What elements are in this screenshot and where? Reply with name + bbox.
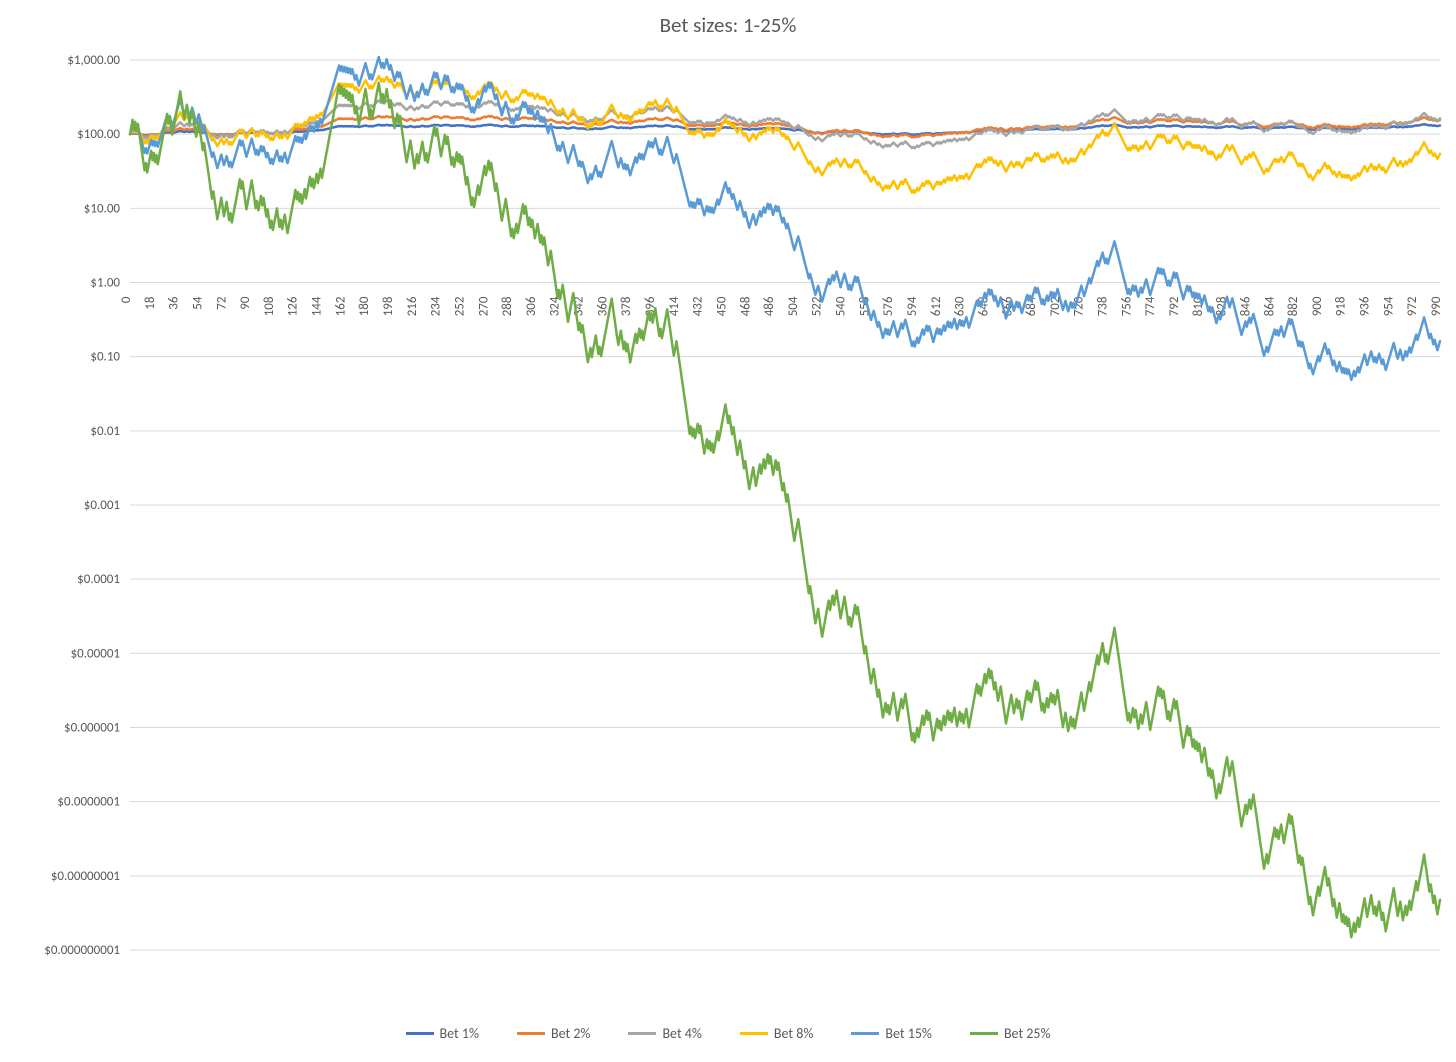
legend-label: Bet 25%: [1004, 1025, 1051, 1042]
legend-label: Bet 2%: [551, 1025, 590, 1042]
x-tick-label: 432: [691, 296, 706, 316]
x-tick-label: 108: [262, 296, 277, 316]
x-tick-label: 486: [762, 296, 777, 316]
x-tick-label: 414: [667, 296, 682, 316]
x-tick-label: 378: [619, 296, 634, 316]
legend-item: Bet 15%: [851, 1025, 932, 1042]
x-tick-label: 288: [500, 296, 515, 316]
series-line: [130, 83, 1440, 937]
x-tick-label: 900: [1310, 296, 1325, 316]
legend-swatch: [970, 1032, 998, 1035]
legend-item: Bet 1%: [406, 1025, 479, 1042]
x-tick-label: 252: [452, 296, 467, 316]
x-tick-label: 990: [1429, 296, 1444, 316]
x-tick-label: 54: [190, 296, 205, 310]
x-tick-label: 234: [429, 296, 444, 316]
legend-swatch: [406, 1032, 434, 1035]
x-tick-label: 198: [381, 296, 396, 316]
legend-label: Bet 8%: [774, 1025, 813, 1042]
y-tick-label: $0.10: [90, 350, 120, 365]
y-tick-label: $1.00: [90, 276, 120, 291]
x-tick-label: 72: [214, 296, 229, 310]
x-tick-label: 270: [476, 296, 491, 316]
y-tick-label: $10.00: [84, 201, 121, 216]
y-tick-label: $100.00: [77, 127, 120, 142]
legend-item: Bet 2%: [517, 1025, 590, 1042]
x-tick-label: 738: [1096, 296, 1111, 316]
y-tick-label: $1,000.00: [67, 53, 120, 68]
x-tick-label: 612: [929, 296, 944, 316]
legend-item: Bet 4%: [628, 1025, 701, 1042]
x-tick-label: 18: [143, 296, 158, 310]
x-tick-label: 792: [1167, 296, 1182, 316]
x-tick-label: 882: [1286, 296, 1301, 316]
x-tick-label: 126: [286, 296, 301, 316]
x-tick-label: 504: [786, 296, 801, 316]
legend-swatch: [628, 1032, 656, 1035]
x-tick-label: 468: [738, 296, 753, 316]
x-tick-label: 630: [953, 296, 968, 316]
series-line: [130, 57, 1440, 380]
legend-label: Bet 1%: [440, 1025, 479, 1042]
y-tick-label: $0.01: [90, 424, 120, 439]
legend-swatch: [517, 1032, 545, 1035]
x-tick-label: 918: [1334, 296, 1349, 316]
x-tick-label: 144: [310, 296, 325, 316]
x-tick-label: 756: [1119, 296, 1134, 316]
x-tick-label: 306: [524, 296, 539, 316]
x-tick-label: 540: [834, 296, 849, 316]
chart-container: Bet sizes: 1-25% $1,000.00$100.00$10.00$…: [0, 0, 1456, 1062]
legend-swatch: [740, 1032, 768, 1035]
x-tick-label: 216: [405, 296, 420, 316]
legend-label: Bet 15%: [885, 1025, 932, 1042]
y-tick-label: $0.000000001: [44, 943, 120, 958]
x-tick-label: 846: [1238, 296, 1253, 316]
x-tick-label: 162: [333, 296, 348, 316]
legend-item: Bet 25%: [970, 1025, 1051, 1042]
x-tick-label: 180: [357, 296, 372, 316]
x-tick-label: 450: [714, 296, 729, 316]
x-tick-label: 90: [238, 296, 253, 310]
x-tick-label: 774: [1143, 296, 1158, 316]
legend-label: Bet 4%: [662, 1025, 701, 1042]
x-tick-label: 972: [1405, 296, 1420, 316]
x-tick-label: 864: [1262, 296, 1277, 316]
legend-item: Bet 8%: [740, 1025, 813, 1042]
y-tick-label: $0.0001: [77, 572, 120, 587]
x-tick-label: 954: [1381, 296, 1396, 316]
x-tick-label: 594: [905, 296, 920, 316]
x-tick-label: 36: [167, 296, 182, 310]
x-tick-label: 0: [119, 296, 134, 303]
y-tick-label: $0.0000001: [57, 795, 120, 810]
x-tick-label: 576: [881, 296, 896, 316]
y-tick-label: $0.00001: [71, 646, 120, 661]
y-tick-label: $0.001: [84, 498, 120, 513]
legend-swatch: [851, 1032, 879, 1035]
y-tick-label: $0.000001: [64, 721, 120, 736]
x-tick-label: 936: [1358, 296, 1373, 316]
legend: Bet 1% Bet 2% Bet 4% Bet 8% Bet 15% Bet 25%: [0, 1025, 1456, 1042]
chart-plot: $1,000.00 $100.00 $10.00 $1.00 $0.10 $0.01 $0.…: [0, 0, 1456, 1062]
y-tick-label: $0.00000001: [51, 869, 120, 884]
